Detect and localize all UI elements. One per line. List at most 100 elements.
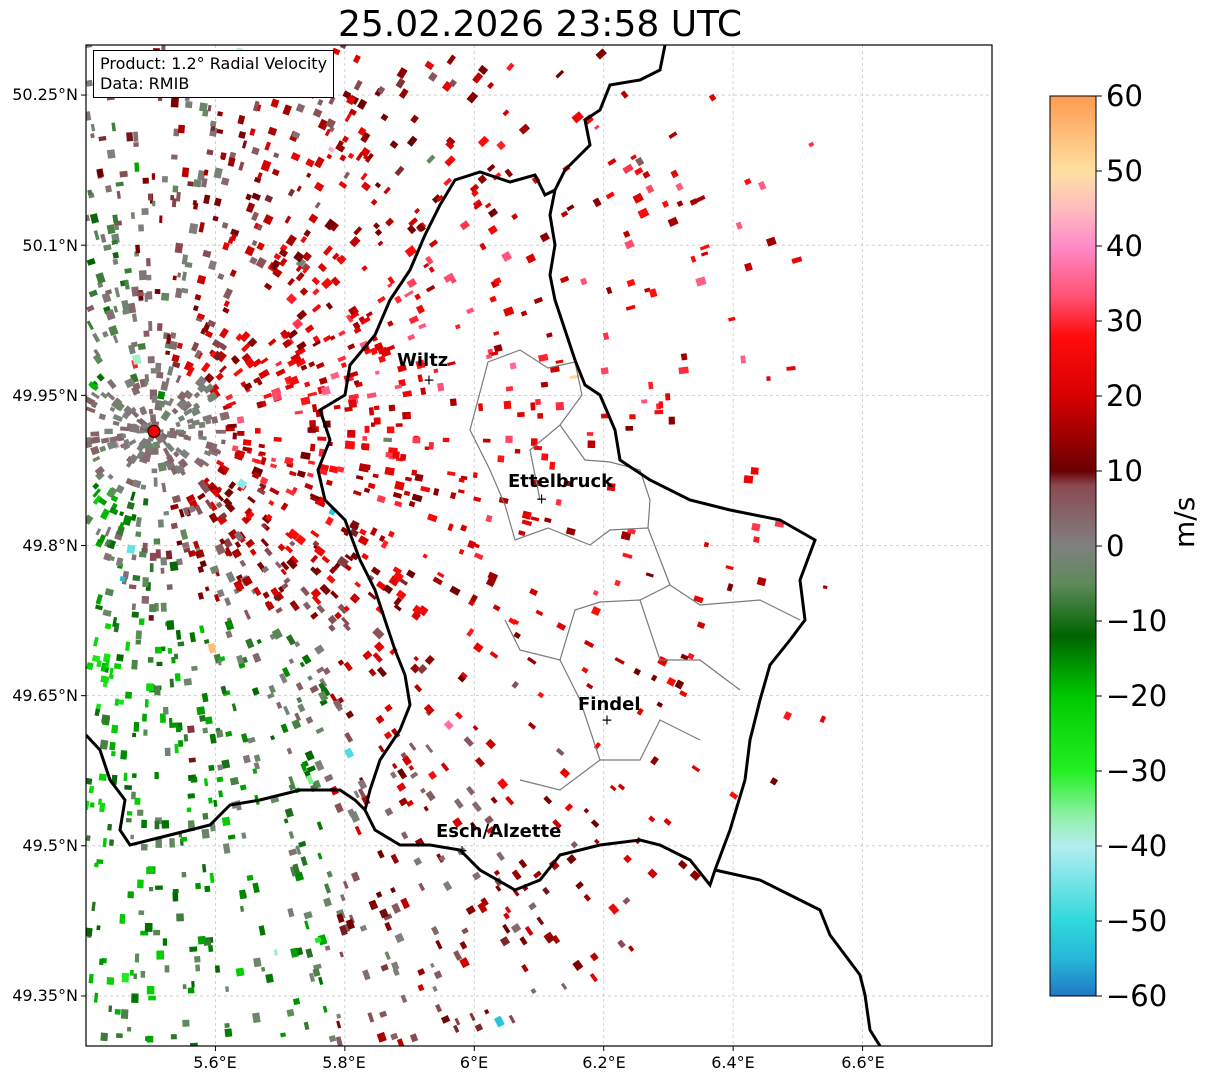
echo-pixel	[566, 854, 577, 865]
echo-pixel	[259, 482, 267, 489]
echo-pixel	[146, 274, 152, 281]
radar-site-marker[interactable]	[147, 424, 161, 438]
echo-pixel	[477, 64, 489, 75]
echo-pixel	[385, 217, 395, 227]
echo-pixel	[191, 665, 198, 672]
echo-pixel	[679, 690, 688, 698]
echo-pixel	[264, 547, 273, 557]
echo-pixel	[296, 470, 306, 478]
echo-pixel	[95, 272, 106, 284]
echo-pixel	[410, 114, 419, 124]
echo-pixel	[143, 330, 150, 337]
echo-pixel	[271, 628, 283, 640]
echo-pixel	[92, 494, 102, 506]
echo-pixel	[278, 586, 285, 593]
echo-pixel	[473, 201, 483, 210]
echo-pixel	[110, 556, 115, 562]
echo-pixel	[286, 747, 293, 755]
echo-pixel	[622, 230, 631, 238]
echo-pixel	[112, 616, 118, 628]
echo-pixel	[270, 735, 276, 741]
echo-pixel	[92, 482, 100, 490]
echo-pixel	[690, 255, 697, 263]
echo-pixel	[285, 383, 295, 390]
echo-pixel	[469, 183, 480, 193]
echo-pixel	[571, 111, 584, 124]
echo-pixel	[189, 946, 198, 952]
echo-pixel	[477, 174, 487, 184]
echo-pixel	[251, 358, 262, 368]
echo-pixel	[605, 191, 615, 200]
echo-pixel	[630, 154, 637, 161]
echo-pixel	[311, 303, 322, 313]
echo-pixel	[106, 149, 116, 159]
echo-pixel	[100, 508, 111, 520]
echo-pixel	[172, 275, 177, 281]
echo-pixel	[388, 575, 400, 587]
echo-pixel	[394, 165, 405, 177]
echo-pixel	[431, 926, 440, 936]
echo-pixel	[186, 418, 194, 424]
echo-pixel	[216, 729, 224, 738]
echo-pixel	[459, 220, 470, 231]
echo-pixel	[203, 194, 211, 205]
echo-pixel	[227, 423, 237, 429]
echo-pixel	[392, 571, 404, 582]
echo-pixel	[641, 399, 648, 404]
echo-pixel	[137, 343, 146, 351]
echo-pixel	[164, 965, 170, 973]
echo-pixel	[503, 400, 512, 410]
echo-pixel	[324, 128, 331, 137]
echo-pixel	[219, 512, 228, 521]
echo-pixel	[239, 331, 251, 343]
echo-pixel	[367, 591, 377, 601]
echo-pixel	[511, 680, 519, 689]
echo-pixel	[146, 1035, 154, 1043]
echo-pixel	[307, 391, 318, 398]
echo-pixel	[320, 686, 331, 698]
echo-pixel	[482, 438, 491, 443]
echo-pixel	[176, 913, 184, 922]
echo-pixel	[112, 251, 120, 259]
echo-pixel	[319, 583, 331, 596]
echo-pixel	[86, 436, 92, 443]
echo-pixel	[485, 738, 496, 750]
echo-pixel	[161, 175, 168, 183]
echo-pixel	[463, 736, 474, 747]
lat-tick: 50.25°N	[12, 85, 78, 104]
echo-pixel	[300, 586, 310, 597]
echo-pixel	[703, 541, 710, 548]
echo-pixel	[265, 513, 273, 522]
echo-pixel	[238, 161, 245, 171]
echo-pixel	[178, 508, 185, 518]
echo-pixel	[257, 172, 263, 180]
echo-pixel	[535, 609, 544, 617]
echo-pixel	[406, 278, 418, 289]
echo-pixel	[186, 807, 192, 813]
echo-pixel	[336, 555, 349, 568]
echo-pixel	[259, 476, 269, 485]
echo-pixel	[493, 1015, 505, 1028]
echo-pixel	[211, 338, 222, 349]
city-label-wiltz: Wiltz	[397, 350, 449, 371]
echo-pixel	[160, 602, 167, 612]
echo-pixel	[288, 848, 298, 856]
echo-pixel	[284, 215, 292, 224]
echo-pixel	[769, 777, 779, 786]
echo-pixel	[379, 908, 389, 919]
echo-pixel	[125, 817, 132, 823]
echo-pixel	[197, 592, 204, 600]
echo-pixel	[413, 857, 423, 866]
echo-pixel	[508, 617, 517, 626]
echo-pixel	[306, 774, 315, 785]
echo-pixel	[309, 684, 319, 694]
echo-pixel	[110, 750, 116, 757]
echo-pixel	[708, 93, 717, 102]
echo-pixel	[153, 929, 161, 936]
echo-pixel	[469, 1012, 476, 1022]
echo-pixel	[206, 319, 217, 328]
echo-pixel	[227, 157, 236, 167]
echo-pixel	[106, 977, 115, 985]
echo-pixel	[209, 872, 215, 883]
